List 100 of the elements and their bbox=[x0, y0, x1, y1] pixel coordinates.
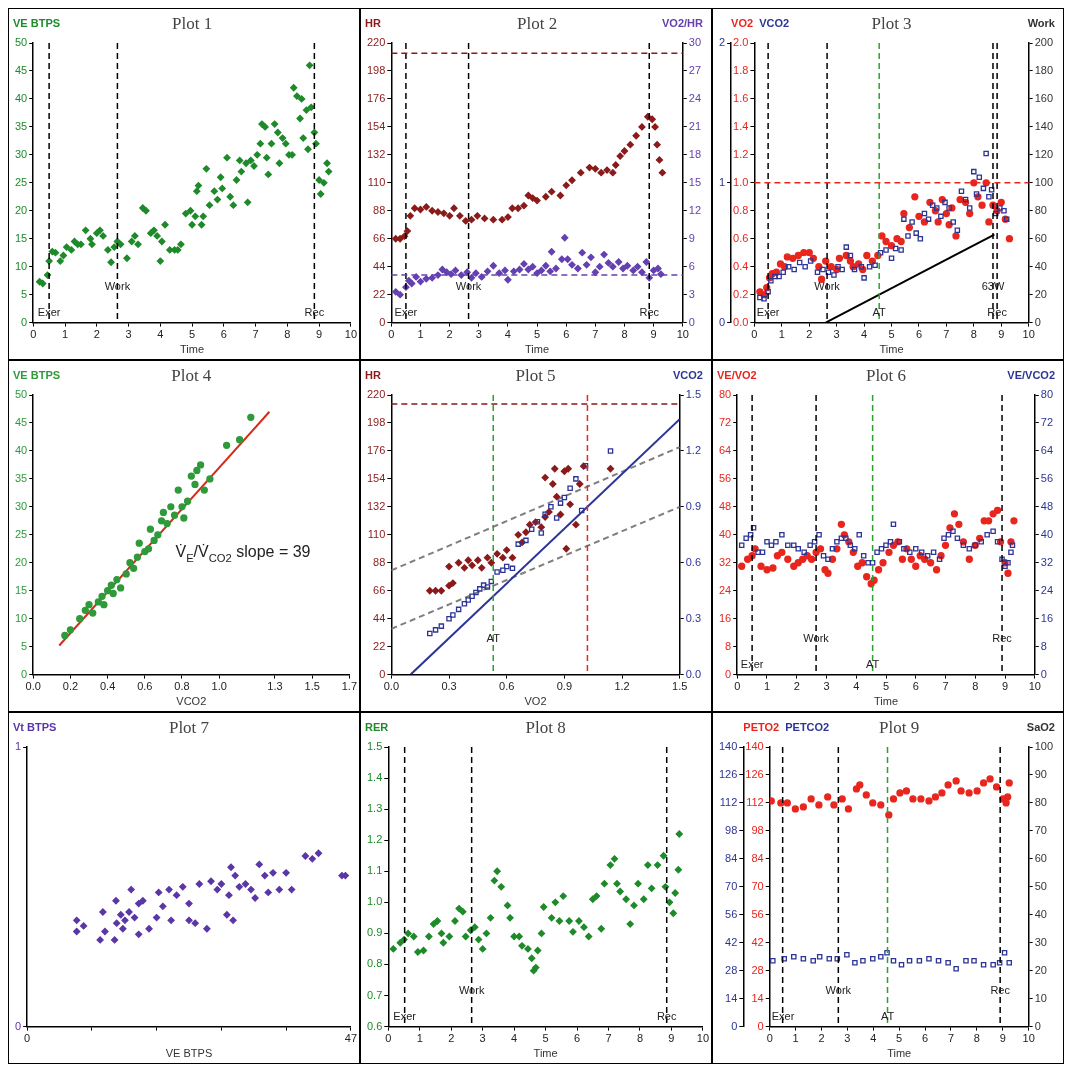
y2-tick-label: 12 bbox=[688, 203, 702, 216]
ref-line-label: Exer bbox=[394, 306, 418, 319]
x-tick-label: 7 bbox=[947, 1032, 955, 1045]
chart-title: Plot 4 bbox=[171, 366, 212, 385]
y-tick-label: 0 bbox=[379, 667, 386, 680]
x-tick-label: 7 bbox=[943, 328, 950, 341]
x-axis-title: Time bbox=[887, 1047, 912, 1060]
y-tick-label: 22 bbox=[373, 287, 386, 300]
y-tick-label: 45 bbox=[14, 415, 28, 428]
y-tick-label: 0.6 bbox=[366, 1019, 383, 1032]
y2-tick-label: 1.5 bbox=[685, 388, 702, 401]
x-tick-label: 1 bbox=[416, 1032, 423, 1045]
x-tick-label: 0.2 bbox=[62, 680, 79, 693]
y-tick-label: 44 bbox=[373, 611, 386, 624]
y-tick-label: 0.0 bbox=[733, 315, 749, 328]
y-tick-label: 88 bbox=[373, 555, 386, 568]
x-tick-label: 1.0 bbox=[211, 680, 227, 693]
y-tick-label: 1.4 bbox=[733, 119, 749, 132]
y2-tick-label: 0 bbox=[688, 315, 695, 328]
ref-line-label: Rec bbox=[656, 1010, 677, 1023]
y-tick-label: 98 bbox=[751, 823, 764, 836]
x-tick-label: 5 bbox=[189, 328, 196, 341]
x-tick-label: 2 bbox=[793, 680, 800, 693]
y-tick-label: 132 bbox=[366, 147, 386, 160]
y2-axis-title: SaO2 bbox=[1026, 721, 1055, 733]
x-tick-label: 0.3 bbox=[441, 680, 457, 693]
y-tick-label: 25 bbox=[14, 175, 28, 188]
y-tick-label: 15 bbox=[14, 583, 28, 596]
x-tick-label: 9 bbox=[316, 328, 323, 341]
x-tick-label: 2 bbox=[818, 1032, 825, 1045]
x-tick-label: 9 bbox=[650, 328, 657, 341]
y2-tick-label: 64 bbox=[1040, 443, 1054, 456]
y2-tick-label: 80 bbox=[1040, 388, 1054, 401]
y-tick-label: 198 bbox=[366, 415, 386, 428]
x-tick-label: 9 bbox=[1001, 680, 1009, 693]
y-axis-title: VE BTPS bbox=[13, 369, 61, 381]
y-tick-label: 24 bbox=[718, 583, 732, 596]
y-tick-label: 25 bbox=[14, 527, 28, 540]
y2-tick-label: 56 bbox=[1040, 471, 1054, 484]
y2-tick-label: 30 bbox=[1034, 935, 1047, 948]
y-tick-label: 84 bbox=[751, 851, 764, 864]
y-tick-label: 0 bbox=[21, 315, 28, 328]
x-tick-label: 7 bbox=[605, 1032, 612, 1045]
y-tick-label: 32 bbox=[718, 555, 732, 568]
x-tick-label: 0.6 bbox=[137, 680, 153, 693]
y2-tick-label: 24 bbox=[1040, 583, 1054, 596]
y2-tick-label: 9 bbox=[688, 231, 695, 244]
x-tick-label: 3 bbox=[833, 328, 840, 341]
y2-tick-label: 8 bbox=[1040, 639, 1047, 652]
x-tick-label: 1.7 bbox=[341, 680, 357, 693]
y-tick-label: 1.3 bbox=[366, 802, 383, 815]
y-tick-label: 0 bbox=[379, 315, 386, 328]
y-tick-label: 1.1 bbox=[366, 864, 383, 877]
y-tick-label: 15 bbox=[14, 231, 28, 244]
y2-tick-label: 0.6 bbox=[685, 555, 702, 568]
y-tick-label: 0.6 bbox=[733, 231, 749, 244]
y2-tick-label: 70 bbox=[1034, 823, 1047, 836]
x-axis-title: VE BTPS bbox=[165, 1047, 213, 1060]
x-tick-label: 1 bbox=[417, 328, 424, 341]
y2-tick-label: 3 bbox=[688, 287, 695, 300]
ref-line-label: AT bbox=[880, 1010, 895, 1023]
y-tick-label: 1.2 bbox=[366, 833, 383, 846]
y-tick-label: 20 bbox=[14, 555, 28, 568]
y-tick-label: 40 bbox=[718, 527, 732, 540]
x-tick-label: 5 bbox=[882, 680, 890, 693]
ref-line-label: Rec bbox=[992, 632, 1013, 645]
y2-axis-title: Work bbox=[1027, 17, 1056, 29]
y2-tick-label: 120 bbox=[1034, 147, 1054, 160]
x-tick-label: 1.5 bbox=[672, 680, 688, 693]
y-tick-label: 1.0 bbox=[733, 175, 749, 188]
x-tick-label: 7 bbox=[592, 328, 599, 341]
ref-line-label: Exer bbox=[37, 306, 61, 319]
y2-tick-label: 48 bbox=[1040, 499, 1054, 512]
y-tick-label: 0 bbox=[14, 1019, 22, 1032]
y-axis-title: VE BTPS bbox=[13, 17, 61, 29]
y-tick-label: 126 bbox=[745, 767, 764, 780]
y-tick-label: 132 bbox=[366, 499, 386, 512]
y-tick-label: 80 bbox=[718, 388, 732, 401]
y2-tick-label: 0 bbox=[1034, 1019, 1041, 1032]
y2-tick-label: 27 bbox=[688, 63, 702, 76]
y-tick-label: 176 bbox=[366, 91, 386, 104]
y-tick-label: 42 bbox=[751, 935, 764, 948]
y2-tick-label: 15 bbox=[688, 175, 702, 188]
y2-tick-label: 72 bbox=[1040, 415, 1054, 428]
x-tick-label: 4 bbox=[504, 328, 511, 341]
y-tick-label: 50 bbox=[14, 36, 28, 49]
ref-line-label: Work bbox=[825, 984, 852, 997]
x-axis-title: Time bbox=[879, 343, 904, 356]
y-tick-label: 1 bbox=[14, 740, 22, 753]
x-tick-label: 47 bbox=[344, 1032, 358, 1045]
y-tick-label: 110 bbox=[367, 527, 386, 540]
ref-line-label: AT bbox=[865, 658, 880, 671]
ref-line-label: Work bbox=[803, 632, 830, 645]
x-tick-label: 9 bbox=[999, 1032, 1006, 1045]
x-tick-label: 7 bbox=[942, 680, 949, 693]
y3-tick-label: 2 bbox=[718, 36, 726, 49]
y-tick-label: 1.8 bbox=[733, 63, 749, 76]
y-tick-label: 40 bbox=[14, 443, 28, 456]
y2-tick-label: 90 bbox=[1034, 767, 1047, 780]
y-tick-label: 66 bbox=[373, 583, 386, 596]
